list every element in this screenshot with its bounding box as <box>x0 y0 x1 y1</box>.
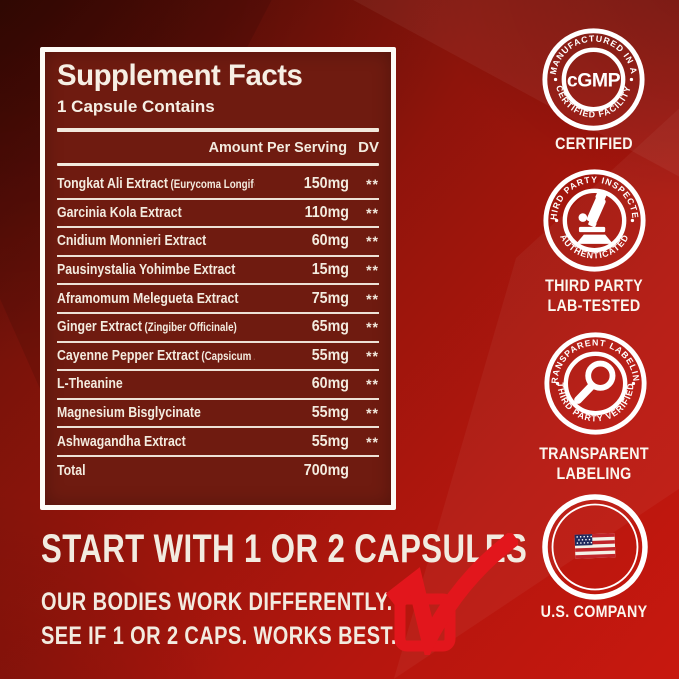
ingredient-amount: 60mg <box>311 232 349 250</box>
us-company-badge <box>542 494 648 600</box>
ingredient-name: Tongkat Ali Extract <box>57 176 168 193</box>
total-amount: 700mg <box>303 462 349 480</box>
ingredient-dv: ** <box>366 290 379 307</box>
ingredient-latin-name: (Zingiber Officinale) <box>144 322 237 335</box>
ingredient-name: L-Theanine <box>57 376 123 393</box>
ingredient-name: Ginger Extract <box>57 319 142 336</box>
ingredient-name: Cayenne Pepper Extract <box>57 347 199 364</box>
badge-label-certified: CERTIFIED <box>555 134 633 153</box>
us-flag-icon <box>574 533 616 559</box>
checkbox-checkmark-icon <box>385 533 518 655</box>
magnifier-icon <box>574 360 616 404</box>
ingredient-amount: 65mg <box>311 318 349 336</box>
cgmp-certified-badge: MANUFACTURED IN A CERTIFIED FACILITY cGM… <box>542 28 645 131</box>
ingredient-name: Aframomum Melegueta Extract <box>57 290 239 307</box>
table-row: Garcinia Kola Extract 110mg ** <box>57 200 379 229</box>
table-row: Cnidium Monnieri Extract 60mg ** <box>57 228 379 257</box>
badge-label-third-party: THIRD PARTY <box>545 276 643 295</box>
panel-title: Supplement Facts <box>57 59 303 92</box>
supplement-facts-panel: Supplement Facts 1 Capsule Contains Amou… <box>40 47 396 510</box>
table-row: L-Theanine 60mg ** <box>57 371 379 400</box>
ingredient-amount: 55mg <box>311 346 349 364</box>
ingredient-dv: ** <box>366 176 379 193</box>
badge-label-transparent: TRANSPARENT <box>539 444 649 463</box>
table-row: Ashwagandha Extract 55mg ** <box>57 428 379 457</box>
ingredient-amount: 110mg <box>304 203 349 221</box>
badge-label-labeling: LABELING <box>556 464 632 483</box>
ingredient-dv: ** <box>366 233 379 250</box>
ingredient-dv: ** <box>366 262 379 279</box>
divider-thick <box>57 128 379 132</box>
ingredient-name: Magnesium Bisglycinate <box>57 405 201 422</box>
cgmp-text: cGMP <box>567 69 621 91</box>
ingredient-amount: 55mg <box>311 432 349 450</box>
ingredient-dv: ** <box>366 405 379 422</box>
total-label: Total <box>57 463 86 480</box>
column-header-row: Amount Per Serving DV <box>57 132 379 163</box>
ingredient-name: Garcinia Kola Extract <box>57 204 182 221</box>
divider-medium <box>57 163 379 166</box>
total-row: Total 700mg <box>57 457 379 486</box>
panel-subtitle: 1 Capsule Contains <box>57 97 215 116</box>
footer-subline-1: OUR BODIES WORK DIFFERENTLY. <box>41 588 393 616</box>
footer-subline-2: SEE IF 1 OR 2 CAPS. WORKS BEST. <box>41 622 397 650</box>
table-row: Ginger Extract (Zingiber Officinale) 65mg… <box>57 314 379 343</box>
ingredient-amount: 15mg <box>311 261 349 279</box>
ingredient-name: Cnidium Monnieri Extract <box>57 233 207 250</box>
footer-headline: START WITH 1 OR 2 CAPSULES <box>41 527 528 571</box>
ingredient-name: Pausinystalia Yohimbe Extract <box>57 262 236 279</box>
badge-label-lab-tested: LAB-TESTED <box>547 296 641 315</box>
table-row: Aframomum Melegueta Extract 75mg ** <box>57 285 379 314</box>
ingredient-amount: 60mg <box>311 375 349 393</box>
ingredient-latin-name: (Eurycoma Longifolia) <box>170 179 255 192</box>
ingredient-amount: 75mg <box>311 289 349 307</box>
ingredient-amount: 55mg <box>311 404 349 422</box>
badge-label-us-company: U.S. COMPANY <box>540 602 648 621</box>
dv-column-header: DV <box>358 139 379 156</box>
ingredient-table: Tongkat Ali Extract(Eurycoma Longifolia)… <box>57 171 379 486</box>
ingredient-dv: ** <box>366 319 379 336</box>
ingredient-latin-name: (Capsicum Annuum) <box>201 350 254 363</box>
ingredient-dv: ** <box>366 376 379 393</box>
transparent-labeling-badge: TRANSPARENT LABELING THIRD PARTY VERIFIE… <box>542 330 647 435</box>
ingredient-name: Ashwagandha Extract <box>57 433 186 450</box>
table-row: Pausinystalia Yohimbe Extract 15mg ** <box>57 257 379 286</box>
ingredient-dv: ** <box>366 204 379 221</box>
microscope-icon <box>576 190 613 244</box>
ingredient-amount: 150mg <box>303 175 349 193</box>
ingredient-dv: ** <box>366 347 379 364</box>
table-row: Cayenne Pepper Extract(Capsicum Annuum) … <box>57 343 379 372</box>
ingredient-dv: ** <box>366 433 379 450</box>
table-row: Magnesium Bisglycinate 55mg ** <box>57 400 379 429</box>
third-party-lab-tested-badge: THIRD PARTY INSPECTED AUTHENTICATED <box>541 167 646 272</box>
amount-column-header: Amount Per Serving <box>208 139 347 156</box>
table-row: Tongkat Ali Extract(Eurycoma Longifolia)… <box>57 171 379 200</box>
